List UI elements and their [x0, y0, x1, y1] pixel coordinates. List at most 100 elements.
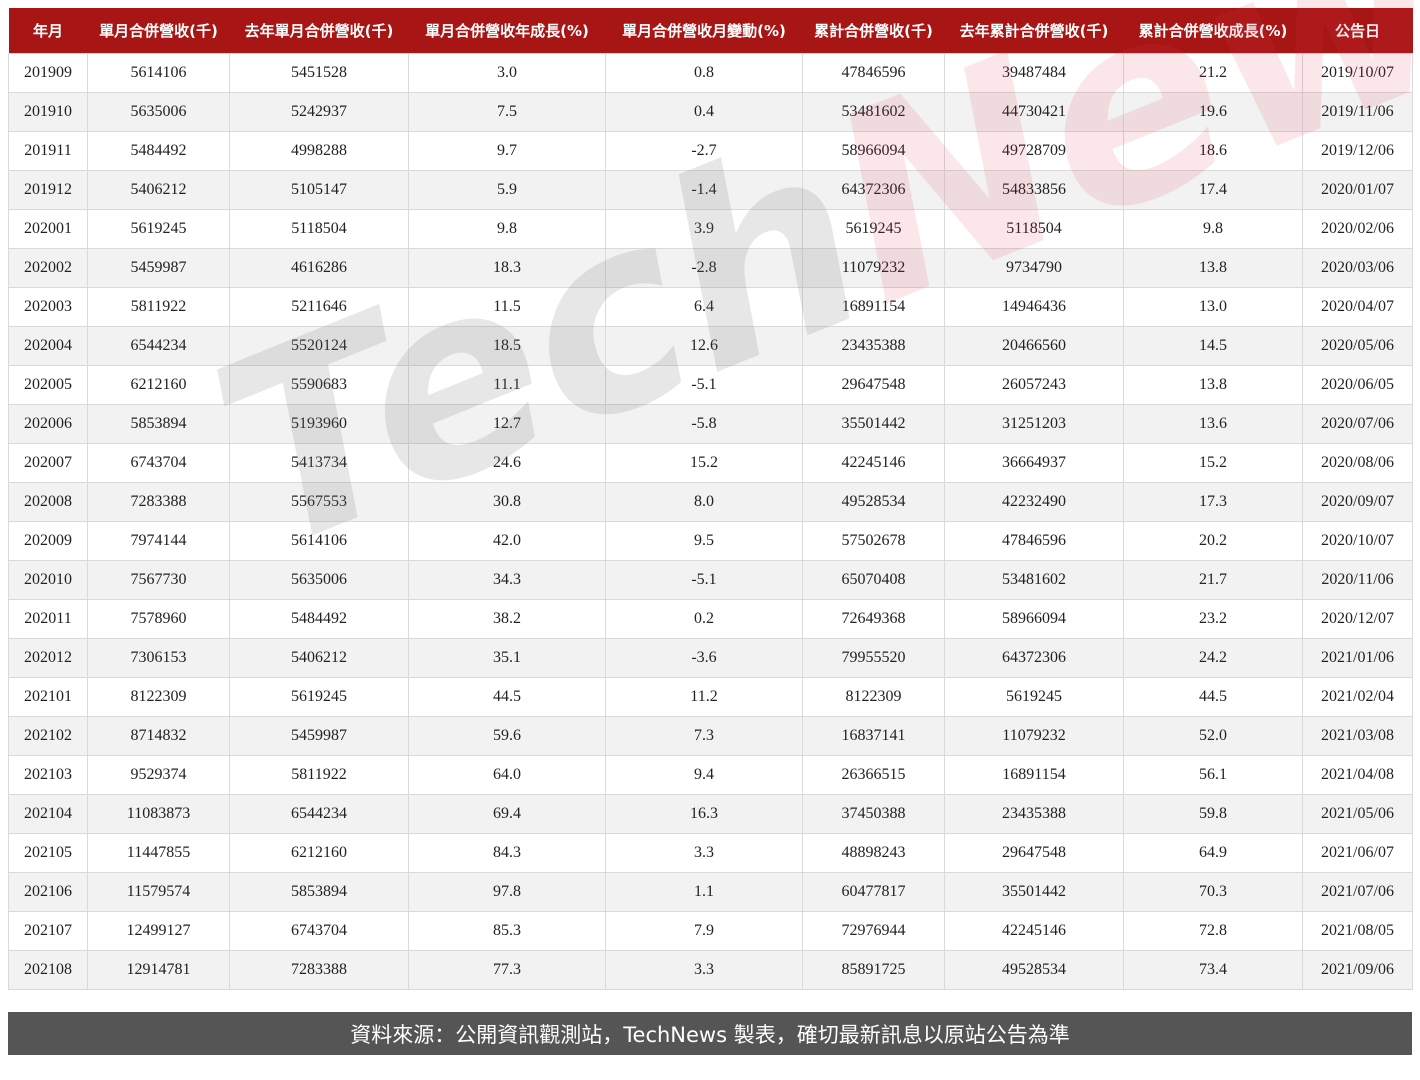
table-cell: 7283388: [87, 482, 230, 522]
table-cell: 202108: [8, 950, 88, 990]
table-cell: 85891725: [802, 950, 945, 990]
table-cell: 64372306: [944, 638, 1124, 678]
table-cell: 5619245: [944, 677, 1124, 717]
table-cell: 2020/01/07: [1302, 170, 1413, 210]
table-cell: 5635006: [229, 560, 409, 600]
table-cell: 53481602: [802, 92, 945, 132]
table-cell: 2021/09/06: [1302, 950, 1413, 990]
table-cell: 16891154: [802, 287, 945, 327]
table-cell: 5193960: [229, 404, 409, 444]
column-header: 累計合併營收成長(%): [1123, 8, 1303, 54]
table-cell: 2020/07/06: [1302, 404, 1413, 444]
table-cell: 72649368: [802, 599, 945, 639]
table-cell: 7567730: [87, 560, 230, 600]
table-cell: 6743704: [87, 443, 230, 483]
table-cell: 3.3: [605, 833, 803, 873]
table-cell: 202005: [8, 365, 88, 405]
table-cell: 2021/02/04: [1302, 677, 1413, 717]
table-cell: 5853894: [229, 872, 409, 912]
table-cell: 6544234: [87, 326, 230, 366]
table-cell: 54833856: [944, 170, 1124, 210]
table-cell: 49728709: [944, 131, 1124, 171]
table-cell: 30.8: [408, 482, 606, 522]
table-row: 202102 8714832 5459987 59.6 7.3 16837141 11079…: [8, 716, 1413, 756]
table-cell: 11447855: [87, 833, 230, 873]
table-cell: 72.8: [1123, 911, 1303, 951]
column-header: 年月: [8, 8, 88, 54]
table-cell: 13.8: [1123, 365, 1303, 405]
table-row: 202105 11447855 6212160 84.3 3.3 48898243 2964…: [8, 833, 1413, 873]
table-cell: 2020/02/06: [1302, 209, 1413, 249]
table-cell: 12914781: [87, 950, 230, 990]
table-cell: 23435388: [802, 326, 945, 366]
table-cell: 9.8: [1123, 209, 1303, 249]
table-cell: 202104: [8, 794, 88, 834]
table-cell: 202107: [8, 911, 88, 951]
table-cell: 24.6: [408, 443, 606, 483]
table-cell: 19.6: [1123, 92, 1303, 132]
table-row: 202009 7974144 5614106 42.0 9.5 57502678 47846…: [8, 521, 1413, 561]
table-cell: 2020/08/06: [1302, 443, 1413, 483]
table-cell: 15.2: [605, 443, 803, 483]
table-row: 202008 7283388 5567553 30.8 8.0 49528534 42232…: [8, 482, 1413, 522]
table-cell: 202105: [8, 833, 88, 873]
table-cell: 26057243: [944, 365, 1124, 405]
table-cell: 42245146: [802, 443, 945, 483]
table-row: 202011 7578960 5484492 38.2 0.2 72649368 58966…: [8, 599, 1413, 639]
table-cell: 2021/06/07: [1302, 833, 1413, 873]
table-cell: 5614106: [229, 521, 409, 561]
table-cell: 7283388: [229, 950, 409, 990]
table-cell: 44.5: [408, 677, 606, 717]
column-header: 單月合併營收月變動(%): [605, 8, 803, 54]
table-cell: 17.4: [1123, 170, 1303, 210]
table-cell: 23.2: [1123, 599, 1303, 639]
table-cell: 7306153: [87, 638, 230, 678]
table-row: 202003 5811922 5211646 11.5 6.4 16891154 14946…: [8, 287, 1413, 327]
table-cell: -1.4: [605, 170, 803, 210]
table-cell: 49528534: [802, 482, 945, 522]
table-cell: 11.1: [408, 365, 606, 405]
table-cell: 5811922: [229, 755, 409, 795]
table-cell: 5406212: [87, 170, 230, 210]
table-cell: 2020/10/07: [1302, 521, 1413, 561]
table-cell: 202008: [8, 482, 88, 522]
table-cell: 84.3: [408, 833, 606, 873]
table-cell: 36664937: [944, 443, 1124, 483]
table-cell: 4616286: [229, 248, 409, 288]
column-header: 累計合併營收(千): [802, 8, 945, 54]
table-cell: 34.3: [408, 560, 606, 600]
table-cell: 2020/09/07: [1302, 482, 1413, 522]
table-cell: 17.3: [1123, 482, 1303, 522]
table-cell: 42.0: [408, 521, 606, 561]
table-cell: 2021/05/06: [1302, 794, 1413, 834]
table-cell: 6212160: [229, 833, 409, 873]
table-cell: 202010: [8, 560, 88, 600]
column-header: 單月合併營收年成長(%): [408, 8, 606, 54]
table-cell: 49528534: [944, 950, 1124, 990]
table-cell: 9.5: [605, 521, 803, 561]
table-cell: 2019/10/07: [1302, 53, 1413, 93]
table-cell: 64372306: [802, 170, 945, 210]
table-cell: 2020/04/07: [1302, 287, 1413, 327]
table-row: 202004 6544234 5520124 18.5 12.6 23435388 2046…: [8, 326, 1413, 366]
table-cell: 9.7: [408, 131, 606, 171]
table-cell: 0.8: [605, 53, 803, 93]
table-cell: 60477817: [802, 872, 945, 912]
table-row: 201912 5406212 5105147 5.9 -1.4 64372306 54833…: [8, 170, 1413, 210]
table-cell: 64.9: [1123, 833, 1303, 873]
table-cell: 73.4: [1123, 950, 1303, 990]
table-cell: 14946436: [944, 287, 1124, 327]
table-cell: 7.9: [605, 911, 803, 951]
table-cell: 35.1: [408, 638, 606, 678]
table-cell: 202103: [8, 755, 88, 795]
table-cell: 3.0: [408, 53, 606, 93]
table-cell: 2021/01/06: [1302, 638, 1413, 678]
table-cell: 5118504: [944, 209, 1124, 249]
table-row: 202010 7567730 5635006 34.3 -5.1 65070408 5348…: [8, 560, 1413, 600]
table-cell: 20466560: [944, 326, 1124, 366]
table-cell: 29647548: [944, 833, 1124, 873]
table-cell: 58966094: [944, 599, 1124, 639]
table-cell: 31251203: [944, 404, 1124, 444]
revenue-table: 年月 單月合併營收(千) 去年單月合併營收(千) 單月合併營收年成長(%) 單月合併營收…: [8, 8, 1413, 990]
table-cell: 38.2: [408, 599, 606, 639]
